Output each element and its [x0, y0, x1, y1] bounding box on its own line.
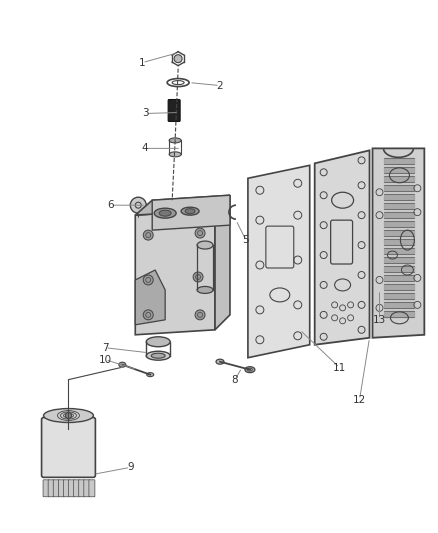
- FancyBboxPatch shape: [74, 480, 80, 497]
- Text: 8: 8: [232, 375, 238, 385]
- FancyBboxPatch shape: [53, 480, 59, 497]
- Ellipse shape: [169, 152, 181, 157]
- Ellipse shape: [119, 362, 126, 367]
- FancyBboxPatch shape: [64, 480, 69, 497]
- FancyBboxPatch shape: [168, 100, 180, 122]
- FancyBboxPatch shape: [89, 480, 95, 497]
- Text: 2: 2: [217, 80, 223, 91]
- Circle shape: [143, 275, 153, 285]
- Text: 12: 12: [353, 394, 366, 405]
- Ellipse shape: [43, 409, 93, 423]
- FancyBboxPatch shape: [42, 417, 95, 478]
- Text: 11: 11: [333, 362, 346, 373]
- Circle shape: [66, 413, 71, 418]
- Text: 4: 4: [142, 143, 148, 154]
- Ellipse shape: [197, 241, 213, 249]
- Ellipse shape: [146, 337, 170, 347]
- FancyBboxPatch shape: [43, 480, 49, 497]
- Ellipse shape: [185, 209, 195, 214]
- FancyBboxPatch shape: [48, 480, 54, 497]
- Circle shape: [174, 55, 182, 63]
- Polygon shape: [372, 148, 424, 338]
- Text: 5: 5: [243, 235, 249, 245]
- Text: 13: 13: [373, 315, 386, 325]
- Circle shape: [195, 228, 205, 238]
- Ellipse shape: [147, 373, 154, 377]
- Polygon shape: [152, 195, 230, 230]
- Ellipse shape: [181, 207, 199, 215]
- Text: 10: 10: [99, 354, 112, 365]
- Ellipse shape: [197, 286, 213, 293]
- Polygon shape: [135, 210, 215, 335]
- Text: 9: 9: [127, 462, 134, 472]
- Ellipse shape: [216, 359, 224, 364]
- Circle shape: [143, 310, 153, 320]
- Ellipse shape: [169, 138, 181, 143]
- Text: 3: 3: [142, 109, 148, 118]
- Ellipse shape: [151, 353, 165, 358]
- FancyBboxPatch shape: [79, 480, 85, 497]
- Ellipse shape: [154, 208, 176, 218]
- FancyBboxPatch shape: [84, 480, 90, 497]
- FancyBboxPatch shape: [68, 480, 74, 497]
- Polygon shape: [215, 195, 230, 330]
- Ellipse shape: [146, 351, 170, 360]
- Polygon shape: [314, 150, 370, 345]
- Ellipse shape: [245, 367, 255, 373]
- Polygon shape: [135, 270, 165, 325]
- Circle shape: [130, 197, 146, 213]
- FancyBboxPatch shape: [58, 480, 64, 497]
- Circle shape: [193, 272, 203, 282]
- Ellipse shape: [159, 210, 171, 216]
- Polygon shape: [248, 165, 310, 358]
- Text: 6: 6: [107, 200, 113, 210]
- Polygon shape: [135, 195, 230, 215]
- Text: 1: 1: [139, 58, 145, 68]
- Text: 7: 7: [102, 343, 109, 353]
- Circle shape: [143, 230, 153, 240]
- Circle shape: [195, 310, 205, 320]
